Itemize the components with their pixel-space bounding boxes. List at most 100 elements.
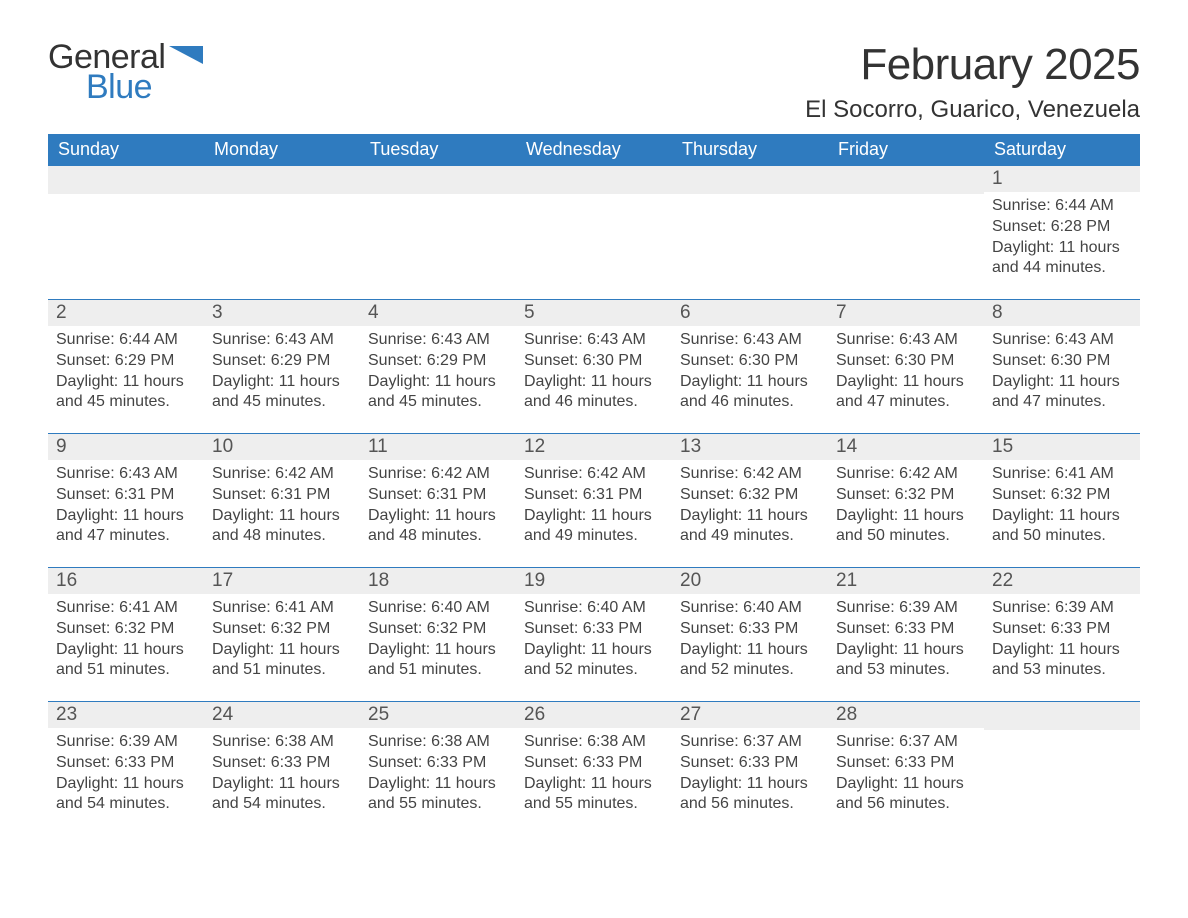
- daylight-label: Daylight:: [836, 775, 903, 792]
- daylight-label: Daylight:: [680, 507, 747, 524]
- day-body: Sunrise: 6:42 AMSunset: 6:32 PMDaylight:…: [828, 460, 984, 555]
- sunset-label: Sunset:: [212, 486, 271, 503]
- sunset-value: 6:33 PM: [1051, 620, 1111, 637]
- sunrise-line: Sunrise: 6:39 AM: [56, 732, 196, 753]
- weekday-header: Wednesday: [516, 134, 672, 165]
- day-number: 24: [204, 701, 360, 728]
- day-body: Sunrise: 6:43 AMSunset: 6:29 PMDaylight:…: [204, 326, 360, 421]
- sunrise-value: 6:42 AM: [275, 465, 334, 482]
- daylight-line: Daylight: 11 hours and 47 minutes.: [992, 372, 1132, 414]
- day-number: 7: [828, 299, 984, 326]
- daylight-line: Daylight: 11 hours and 51 minutes.: [56, 640, 196, 682]
- daylight-line: Daylight: 11 hours and 45 minutes.: [56, 372, 196, 414]
- day-body: Sunrise: 6:41 AMSunset: 6:32 PMDaylight:…: [204, 594, 360, 689]
- daylight-label: Daylight:: [56, 373, 123, 390]
- sunrise-value: 6:42 AM: [899, 465, 958, 482]
- sunrise-line: Sunrise: 6:38 AM: [524, 732, 664, 753]
- sunset-value: 6:32 PM: [895, 486, 955, 503]
- calendar-day-cell: 21Sunrise: 6:39 AMSunset: 6:33 PMDayligh…: [828, 567, 984, 701]
- sunset-value: 6:33 PM: [583, 620, 643, 637]
- calendar-week-row: 1Sunrise: 6:44 AMSunset: 6:28 PMDaylight…: [48, 165, 1140, 299]
- sunrise-value: 6:42 AM: [431, 465, 490, 482]
- sunset-value: 6:32 PM: [739, 486, 799, 503]
- sunset-line: Sunset: 6:32 PM: [368, 619, 508, 640]
- day-number: 8: [984, 299, 1140, 326]
- calendar-body: 1Sunrise: 6:44 AMSunset: 6:28 PMDaylight…: [48, 165, 1140, 835]
- calendar-day-cell: 28Sunrise: 6:37 AMSunset: 6:33 PMDayligh…: [828, 701, 984, 835]
- sunset-value: 6:31 PM: [271, 486, 331, 503]
- daylight-line: Daylight: 11 hours and 44 minutes.: [992, 238, 1132, 280]
- calendar-day-cell: 18Sunrise: 6:40 AMSunset: 6:32 PMDayligh…: [360, 567, 516, 701]
- day-number: 11: [360, 433, 516, 460]
- daylight-label: Daylight:: [524, 373, 591, 390]
- sunrise-label: Sunrise:: [992, 599, 1055, 616]
- day-body: Sunrise: 6:39 AMSunset: 6:33 PMDaylight:…: [828, 594, 984, 689]
- sunrise-value: 6:41 AM: [119, 599, 178, 616]
- sunset-value: 6:33 PM: [583, 754, 643, 771]
- sunset-line: Sunset: 6:33 PM: [992, 619, 1132, 640]
- sunrise-label: Sunrise:: [524, 331, 587, 348]
- sunrise-value: 6:43 AM: [431, 331, 490, 348]
- sunrise-value: 6:43 AM: [587, 331, 646, 348]
- calendar-day-cell: 26Sunrise: 6:38 AMSunset: 6:33 PMDayligh…: [516, 701, 672, 835]
- weekday-header: Monday: [204, 134, 360, 165]
- daylight-label: Daylight:: [56, 641, 123, 658]
- calendar-day-cell: [828, 165, 984, 299]
- weekday-header: Saturday: [984, 134, 1140, 165]
- daylight-line: Daylight: 11 hours and 51 minutes.: [368, 640, 508, 682]
- daylight-line: Daylight: 11 hours and 56 minutes.: [836, 774, 976, 816]
- sunrise-label: Sunrise:: [992, 331, 1055, 348]
- day-number: 18: [360, 567, 516, 594]
- sunset-value: 6:30 PM: [895, 352, 955, 369]
- sunrise-value: 6:43 AM: [1055, 331, 1114, 348]
- day-number: 10: [204, 433, 360, 460]
- sunset-value: 6:30 PM: [583, 352, 643, 369]
- sunrise-value: 6:41 AM: [275, 599, 334, 616]
- day-body: Sunrise: 6:40 AMSunset: 6:32 PMDaylight:…: [360, 594, 516, 689]
- sunset-line: Sunset: 6:30 PM: [524, 351, 664, 372]
- daylight-label: Daylight:: [836, 641, 903, 658]
- sunrise-label: Sunrise:: [56, 733, 119, 750]
- sunrise-value: 6:40 AM: [431, 599, 490, 616]
- sunrise-label: Sunrise:: [368, 331, 431, 348]
- title-block: February 2025 El Socorro, Guarico, Venez…: [805, 40, 1140, 134]
- daylight-label: Daylight:: [368, 373, 435, 390]
- calendar-day-cell: 8Sunrise: 6:43 AMSunset: 6:30 PMDaylight…: [984, 299, 1140, 433]
- day-body: Sunrise: 6:40 AMSunset: 6:33 PMDaylight:…: [672, 594, 828, 689]
- day-body: Sunrise: 6:37 AMSunset: 6:33 PMDaylight:…: [828, 728, 984, 823]
- day-number: 2: [48, 299, 204, 326]
- day-body: Sunrise: 6:42 AMSunset: 6:31 PMDaylight:…: [516, 460, 672, 555]
- sunrise-value: 6:38 AM: [587, 733, 646, 750]
- weekday-header: Thursday: [672, 134, 828, 165]
- daylight-line: Daylight: 11 hours and 55 minutes.: [524, 774, 664, 816]
- sunset-value: 6:32 PM: [427, 620, 487, 637]
- sunset-line: Sunset: 6:33 PM: [524, 753, 664, 774]
- day-body: [828, 194, 984, 206]
- sunrise-label: Sunrise:: [56, 599, 119, 616]
- sunset-line: Sunset: 6:33 PM: [56, 753, 196, 774]
- daylight-label: Daylight:: [836, 373, 903, 390]
- logo-flag-icon: [169, 46, 203, 72]
- day-body: Sunrise: 6:39 AMSunset: 6:33 PMDaylight:…: [984, 594, 1140, 689]
- sunrise-label: Sunrise:: [524, 465, 587, 482]
- calendar-day-cell: [516, 165, 672, 299]
- daylight-line: Daylight: 11 hours and 47 minutes.: [836, 372, 976, 414]
- daylight-label: Daylight:: [212, 373, 279, 390]
- calendar-day-cell: 13Sunrise: 6:42 AMSunset: 6:32 PMDayligh…: [672, 433, 828, 567]
- sunrise-value: 6:39 AM: [899, 599, 958, 616]
- sunset-value: 6:29 PM: [115, 352, 175, 369]
- sunset-label: Sunset:: [368, 620, 427, 637]
- daylight-label: Daylight:: [680, 641, 747, 658]
- sunrise-line: Sunrise: 6:39 AM: [992, 598, 1132, 619]
- day-body: Sunrise: 6:42 AMSunset: 6:32 PMDaylight:…: [672, 460, 828, 555]
- day-body: Sunrise: 6:38 AMSunset: 6:33 PMDaylight:…: [360, 728, 516, 823]
- sunrise-value: 6:37 AM: [899, 733, 958, 750]
- sunset-label: Sunset:: [56, 486, 115, 503]
- sunrise-line: Sunrise: 6:43 AM: [524, 330, 664, 351]
- sunset-value: 6:28 PM: [1051, 218, 1111, 235]
- sunrise-value: 6:38 AM: [431, 733, 490, 750]
- day-body: Sunrise: 6:37 AMSunset: 6:33 PMDaylight:…: [672, 728, 828, 823]
- sunrise-label: Sunrise:: [212, 733, 275, 750]
- sunset-line: Sunset: 6:33 PM: [524, 619, 664, 640]
- day-body: [204, 194, 360, 206]
